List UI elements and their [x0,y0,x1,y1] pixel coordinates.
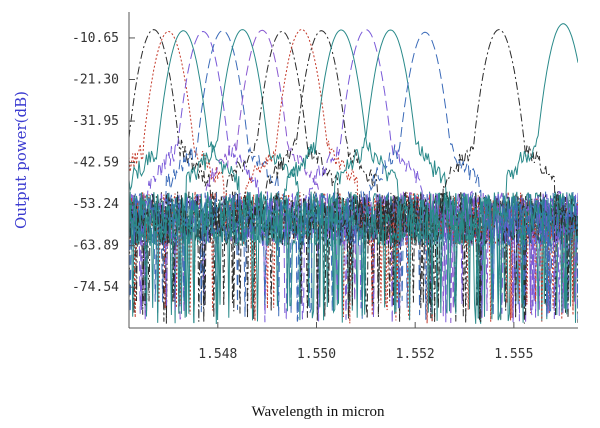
y-tick-label: -63.89 [72,239,119,254]
x-tick-label: 1.555 [494,347,533,362]
channel-series-line [129,23,578,325]
y-tick-label: -53.24 [72,197,119,212]
y-ticks: -10.65 -21.30 -31.95 -42.59 -53.24 -63.89 -74.… [72,31,135,295]
y-tick-label: -21.30 [72,72,119,87]
channel-series-line [129,29,578,323]
x-ticks: 1.548 1.550 1.552 1.555 [198,322,533,362]
x-tick-label: 1.552 [396,347,435,362]
x-axis-label: Wavelength in micron [252,404,385,420]
y-tick-label: -74.54 [72,280,119,295]
series-layer [129,23,578,325]
axes-layer [128,12,578,329]
channel-series-line [129,30,578,322]
x-tick-label: 1.548 [198,347,237,362]
y-tick-label: -42.59 [72,156,119,171]
y-tick-label: -10.65 [72,31,119,46]
x-tick-label: 1.550 [297,347,336,362]
y-tick-label: -31.95 [72,114,119,129]
channel-series-line [129,29,578,323]
y-axis-label: Output power(dB) [12,91,30,229]
